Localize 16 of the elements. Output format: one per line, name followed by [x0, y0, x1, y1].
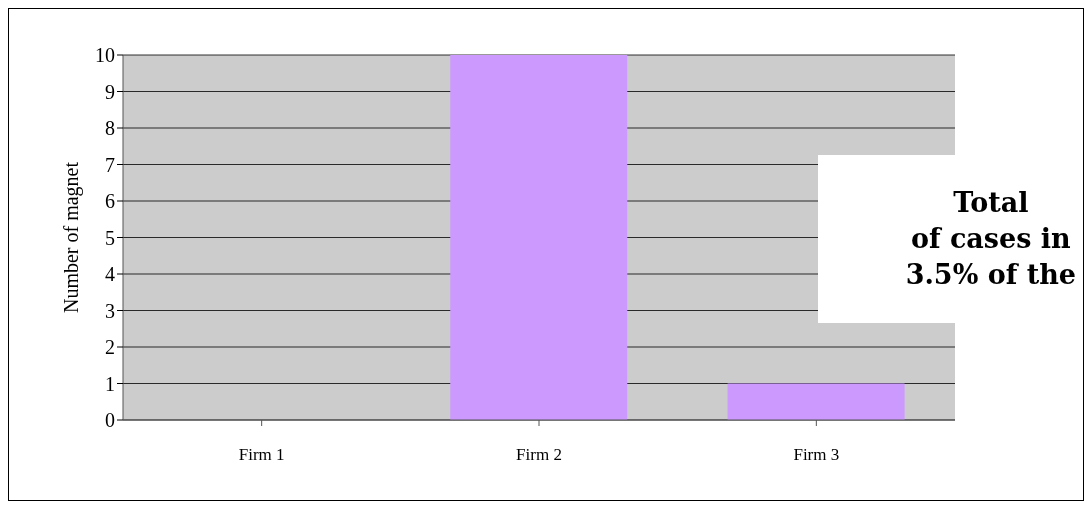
x-tick-label: Firm 1 [238, 445, 285, 465]
y-tick-label: 0 [105, 409, 115, 432]
x-tick-label: Firm 3 [793, 445, 840, 465]
y-tick-label: 6 [105, 190, 115, 213]
y-tick-label: 4 [105, 263, 115, 286]
y-tick-label: 10 [95, 44, 115, 67]
y-tick-label: 2 [105, 336, 115, 359]
y-tick-label: 1 [105, 372, 115, 395]
annotation: Total of cases in 3.5% of the [905, 186, 1076, 292]
y-axis-title: Number of magnet [60, 161, 84, 314]
y-tick-label: 9 [105, 80, 115, 103]
y-tick-label: 7 [105, 153, 115, 176]
y-tick-label: 5 [105, 226, 115, 249]
y-tick-label: 8 [105, 117, 115, 140]
y-tick-label: 3 [105, 299, 115, 322]
x-tick-label: Firm 2 [516, 445, 562, 465]
